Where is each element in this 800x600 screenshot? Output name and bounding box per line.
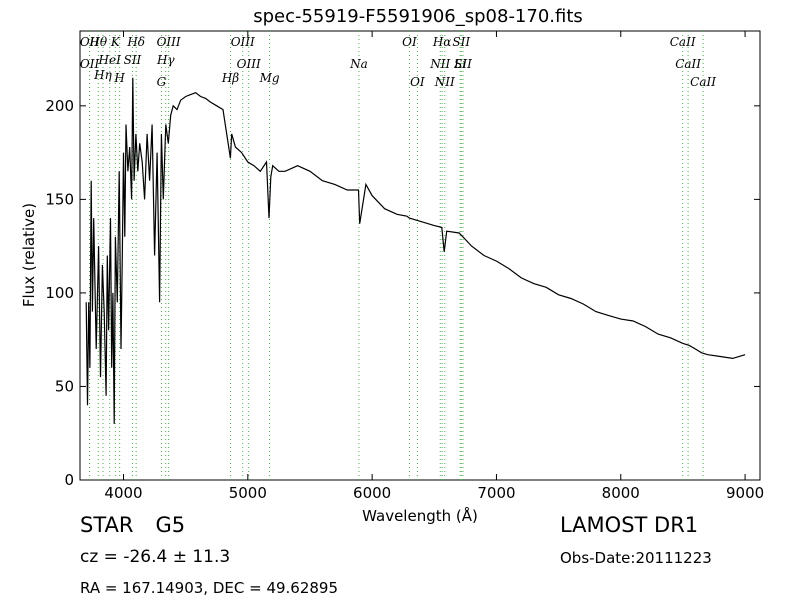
line-label: K [110, 35, 121, 49]
redshift-value: cz = -26.4 ± 11.3 [80, 547, 231, 567]
survey-name: LAMOST DR1 [560, 513, 699, 537]
line-label: NII [434, 75, 455, 89]
line-label: Hβ [221, 71, 239, 85]
y-tick-label: 100 [45, 284, 74, 302]
spectrum-line [85, 77, 746, 424]
line-label: Mg [259, 71, 280, 85]
line-label: OIII [157, 35, 181, 49]
line-label: OII [80, 57, 100, 71]
sky-coordinates: RA = 167.14903, DEC = 49.62895 [80, 579, 339, 597]
y-tick-label: 0 [64, 471, 74, 489]
spectral-line-markers [89, 31, 704, 480]
line-label: Na [349, 57, 368, 71]
object-subclass: G5 [155, 513, 186, 537]
line-label: CaII [670, 35, 696, 49]
line-label: Hδ [126, 35, 145, 49]
line-label: CaII [675, 57, 701, 71]
line-label: OIII [231, 35, 255, 49]
line-label: OII [80, 35, 100, 49]
spectral-line-labels: OIIOIIHθHηHeIKSIIHHδHγGOIIIHβOIIIOIIIMgN… [80, 35, 716, 89]
object-classification: STAR G5 [80, 513, 207, 537]
line-label: SII [454, 57, 472, 71]
line-label: Hθ [88, 35, 107, 49]
line-label: G [157, 75, 167, 89]
observation-date: Obs-Date:20111223 [560, 549, 712, 567]
y-tick-label: 50 [55, 377, 74, 395]
x-axis-ticks: 4000 5000 6000 7000 8000 9000 [104, 31, 764, 502]
line-label: H [113, 71, 125, 85]
line-label: HeI [98, 53, 122, 67]
x-tick-label: 6000 [353, 484, 391, 502]
spectrum-trace [85, 77, 746, 424]
x-axis-label: Wavelength (Å) [362, 506, 478, 525]
line-label: OIII [237, 57, 261, 71]
y-tick-label: 200 [45, 97, 74, 115]
x-tick-label: 9000 [726, 484, 764, 502]
chart-title: spec-55919-F5591906_sp08-170.fits [253, 6, 583, 27]
line-label: SII [452, 35, 470, 49]
plot-frame [79, 30, 761, 481]
line-label: CaII [690, 75, 716, 89]
x-tick-label: 7000 [477, 484, 515, 502]
line-label: NII [429, 57, 450, 71]
y-tick-label: 150 [45, 190, 74, 208]
line-label: Hη [93, 68, 112, 82]
line-label: OI [402, 35, 417, 49]
x-tick-label: 8000 [602, 484, 640, 502]
y-axis-label: Flux (relative) [20, 203, 38, 307]
line-label: Hα [432, 35, 452, 49]
line-label: SII [124, 53, 142, 67]
x-tick-label: 5000 [229, 484, 267, 502]
object-class: STAR [80, 513, 134, 537]
y-axis-ticks: 0 50 100 150 200 [45, 97, 760, 489]
x-tick-label: 4000 [104, 484, 142, 502]
line-label: OI [410, 75, 425, 89]
line-label: Li [453, 57, 466, 71]
line-label: Hγ [156, 53, 175, 67]
